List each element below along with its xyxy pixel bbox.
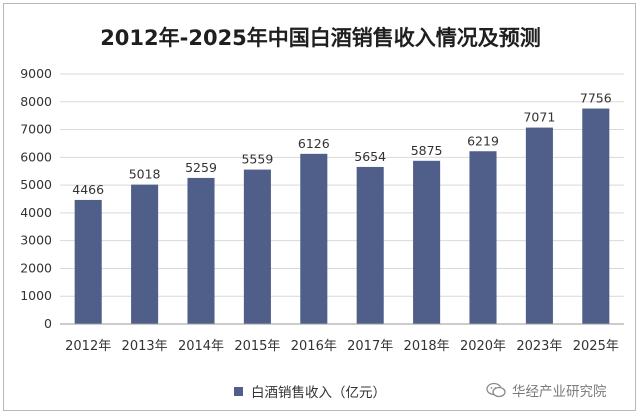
data-label: 5018	[129, 167, 161, 182]
x-tick-label: 2016年	[291, 339, 337, 354]
bar	[300, 153, 328, 324]
y-tick-label: 1000	[20, 288, 52, 303]
bar	[469, 151, 497, 324]
y-tick-label: 8000	[20, 94, 52, 109]
bar	[74, 199, 102, 324]
x-tick-label: 2015年	[234, 339, 280, 354]
data-label: 6126	[298, 136, 330, 151]
watermark-text: 华经产业研究院	[512, 384, 607, 400]
x-tick-label: 2017年	[347, 339, 393, 354]
x-tick-label: 2014年	[178, 339, 224, 354]
data-label: 4466	[72, 182, 104, 197]
bar	[525, 127, 553, 324]
x-tick-label: 2020年	[460, 339, 506, 354]
bar	[243, 169, 271, 324]
data-label: 5654	[354, 149, 386, 164]
data-label: 5875	[411, 143, 443, 158]
data-label: 5559	[241, 152, 273, 167]
bar	[187, 177, 215, 324]
y-tick-label: 7000	[20, 122, 52, 137]
y-tick-label: 2000	[20, 260, 52, 275]
data-label: 7756	[580, 91, 612, 106]
x-tick-label: 2018年	[404, 339, 450, 354]
y-tick-label: 5000	[20, 177, 52, 192]
legend-swatch	[234, 386, 243, 396]
x-tick-label: 2013年	[122, 339, 168, 354]
x-tick-label: 2025年	[573, 339, 619, 354]
y-tick-label: 6000	[20, 149, 52, 164]
wechat-icon	[486, 382, 506, 398]
y-tick-label: 9000	[20, 66, 52, 81]
bar	[356, 166, 384, 324]
x-tick-label: 2012年	[65, 339, 111, 354]
bar	[131, 184, 159, 324]
watermark: 华经产业研究院	[486, 380, 607, 400]
y-tick-label: 0	[44, 316, 52, 331]
legend: 白酒销售收入（亿元）	[234, 381, 386, 401]
y-tick-label: 3000	[20, 233, 52, 248]
x-tick-label: 2023年	[516, 339, 562, 354]
bar	[413, 160, 441, 324]
legend-label: 白酒销售收入（亿元）	[251, 385, 386, 401]
data-label: 5259	[185, 160, 217, 175]
data-label: 7071	[523, 110, 555, 125]
data-label: 6219	[467, 133, 499, 148]
bar	[582, 108, 610, 324]
chart-title: 2012年-2025年中国白酒销售收入情况及预测	[100, 26, 541, 50]
y-tick-label: 4000	[20, 205, 52, 220]
